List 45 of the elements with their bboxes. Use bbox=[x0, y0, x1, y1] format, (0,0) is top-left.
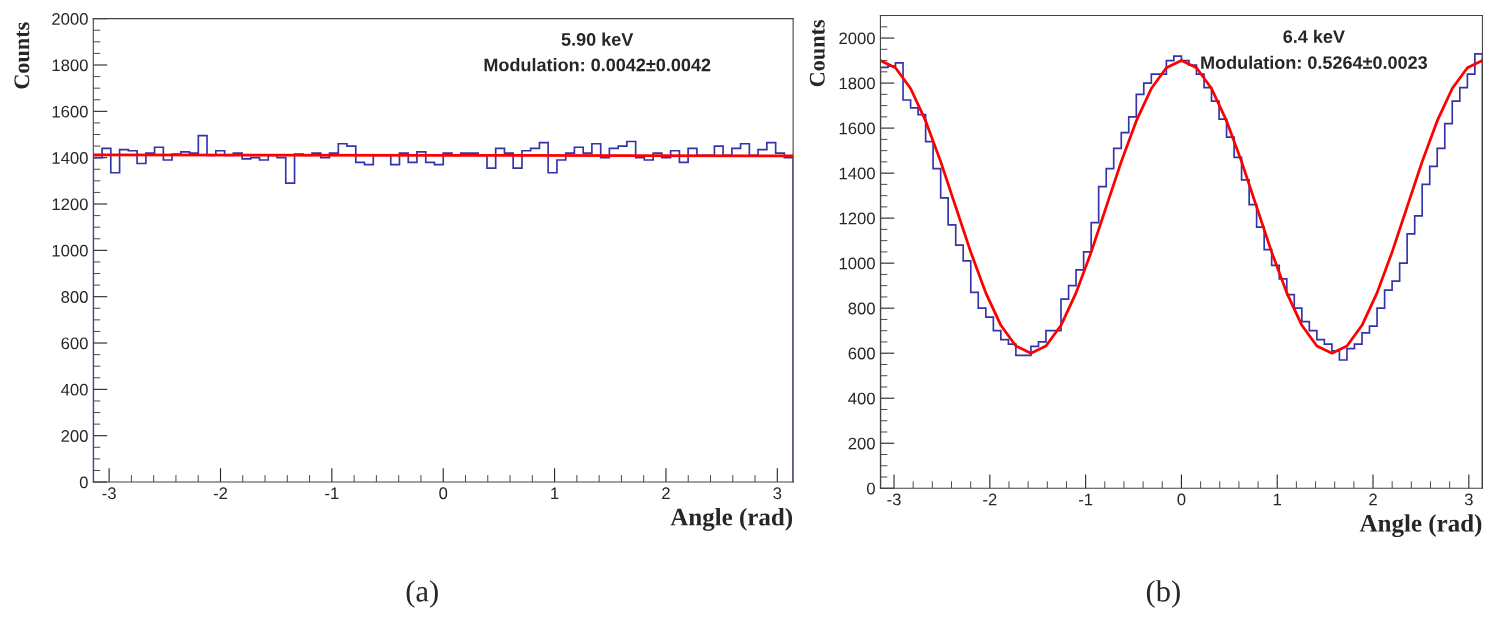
annotation: Modulation: 0.5264±0.0023 bbox=[1201, 55, 1428, 70]
x-tick-label: 1 bbox=[551, 487, 559, 499]
y-tick-label: 400 bbox=[61, 383, 88, 396]
x-tick-label: 1 bbox=[1273, 493, 1282, 506]
text: (b) bbox=[1146, 580, 1180, 608]
x-tick-label: 0 bbox=[439, 487, 448, 500]
x-tick-label: -1 bbox=[325, 487, 339, 499]
y-tick-label: 1000 bbox=[52, 244, 88, 257]
x-axis-title: Angle (rad) bbox=[670, 508, 793, 531]
y-tick-label: 600 bbox=[848, 347, 875, 360]
y-tick-label: 1200 bbox=[52, 198, 88, 211]
y-tick-label: 1800 bbox=[839, 77, 875, 90]
x-tick-label: 0 bbox=[1177, 493, 1186, 506]
y-axis-title: Counts bbox=[14, 22, 30, 89]
x-tick-label: 2 bbox=[662, 487, 670, 499]
y-tick-label: 200 bbox=[61, 430, 88, 442]
y-tick-label: 200 bbox=[848, 437, 875, 450]
y-tick-label: 1400 bbox=[52, 152, 88, 164]
y-tick-label: 1200 bbox=[839, 212, 875, 225]
x-tick-label: 3 bbox=[1464, 493, 1473, 506]
y-tick-label: 400 bbox=[848, 392, 875, 405]
x-tick-label: -2 bbox=[983, 493, 997, 506]
x-tick-label: -2 bbox=[213, 487, 228, 499]
x-tick-label: 2 bbox=[1369, 493, 1377, 506]
y-tick-label: 800 bbox=[61, 291, 88, 303]
annotation: Modulation: 0.0042±0.0042 bbox=[484, 58, 711, 72]
text: (a) bbox=[406, 580, 438, 608]
y-tick-label: 1400 bbox=[839, 167, 875, 180]
y-tick-label: 800 bbox=[848, 302, 875, 315]
y-tick-label: 1600 bbox=[52, 105, 88, 118]
y-tick-label: 1000 bbox=[839, 257, 875, 270]
y-tick-label: 2000 bbox=[52, 13, 88, 25]
y-tick-label: 1800 bbox=[52, 59, 88, 72]
y-axis-title: Counts bbox=[809, 19, 825, 87]
annotation: 6.4 keV bbox=[1283, 29, 1345, 43]
x-axis-title: Angle (rad) bbox=[1359, 514, 1482, 538]
x-tick-label: -3 bbox=[102, 487, 116, 500]
x-tick-label: -3 bbox=[887, 493, 901, 506]
y-tick-label: 1600 bbox=[839, 122, 875, 135]
x-tick-label: -1 bbox=[1078, 493, 1093, 506]
y-tick-label: 0 bbox=[79, 476, 88, 489]
y-tick-label: 600 bbox=[61, 337, 88, 350]
y-tick-label: 2000 bbox=[839, 32, 875, 45]
annotation: 5.90 keV bbox=[561, 32, 634, 46]
x-tick-label: 3 bbox=[773, 487, 782, 500]
